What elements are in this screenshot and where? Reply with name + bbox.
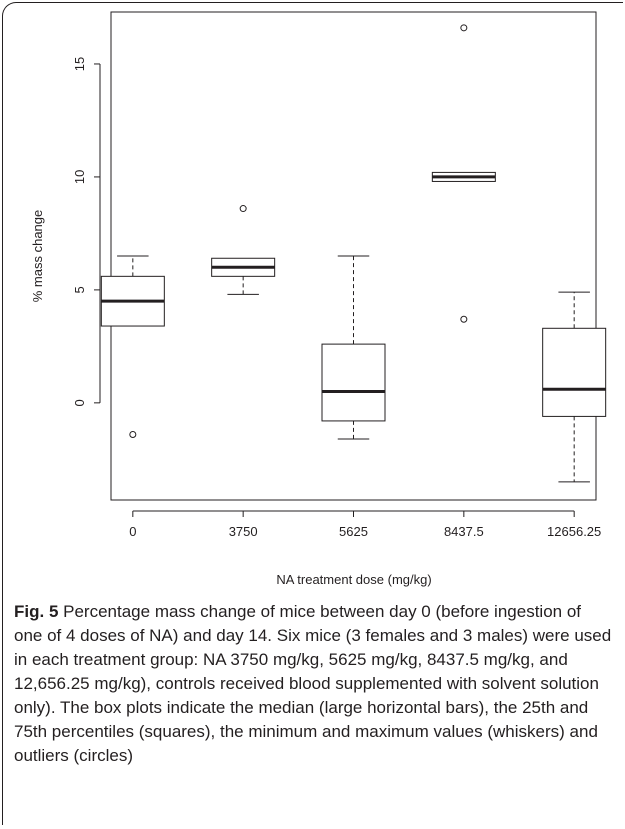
figure-caption-text: Percentage mass change of mice between d… xyxy=(14,602,612,765)
box-plot-chart: 0 5 10 15 0 3750 5625 8437.5 12656.25 % mass ch… xyxy=(30,11,607,587)
box-3750 xyxy=(211,205,276,295)
box-12656.25 xyxy=(542,291,607,483)
x-tick-label: 3750 xyxy=(229,524,258,539)
outlier-point xyxy=(460,24,468,32)
x-tick-label: 12656.25 xyxy=(547,524,601,539)
x-tick-label: 8437.5 xyxy=(444,524,484,539)
y-axis-title: % mass change xyxy=(30,210,45,303)
outlier-point xyxy=(460,315,468,323)
outlier-point xyxy=(129,430,137,438)
x-tick-label: 5625 xyxy=(339,524,368,539)
box-8437.5 xyxy=(431,24,496,323)
x-axis: 0 3750 5625 8437.5 12656.25 xyxy=(129,510,601,539)
interquartile-box xyxy=(542,327,607,417)
box-0 xyxy=(100,255,165,438)
y-tick-label: 5 xyxy=(72,286,87,293)
boxes-group xyxy=(100,24,607,483)
y-tick-label: 15 xyxy=(72,57,87,71)
y-axis: 0 5 10 15 xyxy=(72,57,101,406)
plot-area-border xyxy=(110,11,597,501)
outlier-point xyxy=(239,205,247,213)
box-5625 xyxy=(321,255,386,440)
interquartile-box xyxy=(321,343,386,422)
figure-label: Fig. 5 xyxy=(14,602,59,621)
x-axis-title: NA treatment dose (mg/kg) xyxy=(276,572,431,587)
figure-caption: Fig. 5 Percentage mass change of mice be… xyxy=(14,600,612,768)
y-tick-label: 10 xyxy=(72,170,87,184)
y-tick-label: 0 xyxy=(72,399,87,406)
x-tick-label: 0 xyxy=(129,524,136,539)
